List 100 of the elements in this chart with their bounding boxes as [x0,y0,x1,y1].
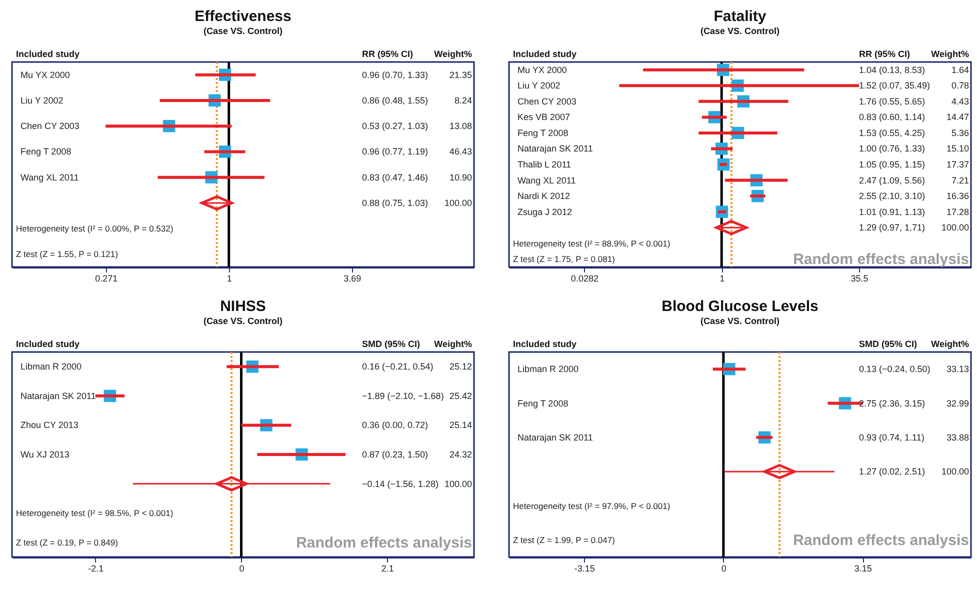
text: Weight% [434,49,472,59]
x-tick-label: 3.15 [854,564,872,574]
annotation: 1.01 (0.91, 1.13) [859,206,926,217]
text: Weight% [931,49,969,59]
text: Z test (Z = 1.99, P = 0.047) [513,534,616,545]
chart-title: Blood Glucose Levels [662,298,818,315]
text: Heterogeneity test (I² = 0.00%, P = 0.532) [16,224,174,234]
annotation: 1.00 (0.76, 1.33) [859,144,926,154]
annotation: 0.13 (−0.24, 0.50) [859,364,930,374]
y-tick-label: Chen CY 2003 [20,121,80,132]
text: Heterogeneity test (I² = 88.9%, P < 0.001) [513,238,670,248]
annotation: 100.00 [941,466,969,477]
annotation: 2.47 (1.09, 5.56) [859,175,926,186]
annotation: 100.00 [941,222,969,233]
annotation: 21.35 [449,70,472,80]
text: Weight% [931,339,969,349]
annotation: 0.53 (0.27, 1.03) [362,121,428,132]
text: Random effects analysis [296,534,472,552]
y-tick-label: Libman R 2000 [518,364,579,374]
y-tick-label: Nardi K 2012 [518,191,570,202]
annotation: 15.10 [946,144,969,154]
annotation: 2.75 (2.36, 3.15) [859,398,926,408]
annotation: 10.90 [449,172,472,182]
text: SMD (95% CI) [362,339,420,349]
chart-title: Fatality [714,8,767,25]
chart-subtitle: (Case VS. Control) [700,26,780,36]
annotation: 7.21 [951,175,969,186]
y-axis-title: Included study [513,339,577,349]
annotation: 0.86 (0.48, 1.55) [362,95,428,106]
y-tick-label: Zsuga J 2012 [518,206,572,217]
chart-title: NIHSS [220,298,266,315]
y-tick-label: Feng T 2008 [518,398,568,408]
annotation: 0.87 (0.23, 1.50) [362,450,428,460]
annotation: 0.16 (−0.21, 0.54) [362,362,434,372]
x-tick-label: 0 [239,564,244,574]
y-tick-label: Thalib L 2011 [518,160,572,170]
annotation: 46.43 [449,146,472,157]
chart-subtitle: (Case VS. Control) [700,316,780,326]
annotation: 100.00 [444,198,472,208]
text: RR (95% CI) [859,49,910,59]
y-tick-label: Natarajan SK 2011 [20,390,96,401]
chart-subtitle: (Case VS. Control) [203,316,283,326]
annotation: 33.88 [946,432,969,442]
annotation: 1.05 (0.95, 1.15) [859,160,926,170]
annotation: 17.28 [946,206,969,217]
annotation: 1.52 (0.07, 35.49) [859,80,930,91]
annotation: 33.13 [946,364,969,374]
x-tick-label: 0.0282 [570,274,598,284]
x-tick-label: 35.5 [850,274,868,284]
annotation: 8.24 [454,95,472,106]
annotation: 16.36 [946,191,969,202]
x-tick-label: 0 [721,564,726,574]
y-tick-label: Mu YX 2000 [518,64,567,75]
annotation: 0.88 (0.75, 1.03) [362,198,428,208]
y-tick-label: Liu Y 2002 [20,95,64,106]
annotation: Heterogeneity test (I² = 98.5%, P < 0.001) [16,508,174,518]
y-tick-label: Feng T 2008 [518,128,568,138]
annotation: 1.29 (0.97, 1.71) [859,222,926,233]
text: Weight% [434,339,472,349]
chart-subtitle: (Case VS. Control) [203,26,283,36]
x-tick-label: 0.271 [95,274,118,284]
annotation: 100.00 [444,478,472,489]
annotation: 5.36 [951,128,969,138]
annotation: 25.14 [449,420,472,430]
chart-title: Effectiveness [194,8,292,25]
text: Random effects analysis [793,532,969,549]
text: Random effects analysis [793,251,969,268]
y-tick-label: Natarajan SK 2011 [518,432,593,442]
x-tick-label: 1 [720,274,725,284]
y-tick-label: Mu YX 2000 [20,70,70,80]
annotation: 1.53 (0.55, 4.25) [859,128,926,138]
annotation: Heterogeneity test (I² = 97.9%, P < 0.001) [513,500,670,511]
annotation: 2.55 (2.10, 3.10) [859,191,926,202]
annotation: 13.08 [449,121,472,132]
y-axis-title: Included study [513,49,577,59]
x-tick-label: -3.15 [574,564,595,574]
annotation: 0.83 (0.60, 1.14) [859,112,926,122]
y-tick-label: Zhou CY 2013 [20,420,78,430]
annotation: 25.42 [449,390,472,401]
text: SMD (95% CI) [859,339,918,349]
text: Z test (Z = 0.19, P = 0.849) [16,537,118,548]
annotation: −0.14 (−1.56, 1.28) [362,478,439,489]
y-tick-label: Wang XL 2011 [518,175,576,186]
annotation: 25.12 [449,362,472,372]
annotation: 17.37 [946,160,969,170]
text: RR (95% CI) [362,49,414,59]
annotation: 0.93 (0.74, 1.11) [859,432,924,442]
y-tick-label: Libman R 2000 [20,362,82,372]
x-tick-label: 3.69 [344,274,362,284]
annotation: 0.83 (0.47, 1.46) [362,172,428,182]
x-tick-label: -2.1 [88,564,104,574]
annotation: 1.76 (0.55, 5.65) [859,96,926,106]
annotation: 1.27 (0.02, 2.51) [859,466,926,477]
text: Z test (Z = 1.55, P = 0.121) [16,249,118,260]
x-tick-label: 1 [226,274,232,284]
annotation: 0.36 (0.00, 0.72) [362,420,428,430]
y-tick-label: Wang XL 2011 [20,172,79,182]
annotation: 0.78 [951,80,969,91]
text: Z test (Z = 1.75, P = 0.081) [513,254,616,264]
annotation: 1.04 (0.13, 8.53) [859,64,926,75]
